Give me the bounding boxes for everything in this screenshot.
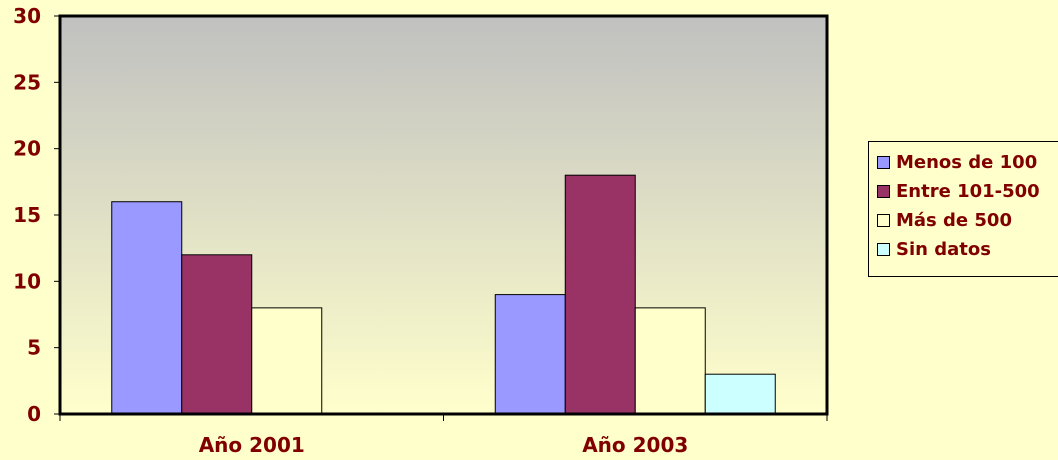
legend-label: Sin datos [896, 238, 991, 260]
y-tick-label: 5 [27, 336, 41, 360]
y-tick-label: 20 [13, 137, 41, 161]
x-category-label: Año 2001 [199, 433, 305, 457]
y-tick-label: 30 [13, 4, 41, 28]
bar-entre-101-500-0 [181, 254, 253, 415]
bar-menos-de-100-0 [111, 201, 183, 415]
x-category-label: Año 2003 [582, 433, 688, 457]
legend-label: Entre 101-500 [896, 180, 1040, 202]
legend-label: Menos de 100 [896, 151, 1038, 173]
legend-item: Menos de 100 [877, 150, 1037, 174]
legend-swatch [877, 155, 890, 169]
category-labels: Año 2001 Año 2003 [199, 433, 689, 457]
bars [60, 174, 827, 416]
y-tick-label: 0 [27, 402, 41, 426]
y-tick-label: 15 [13, 203, 41, 227]
legend-swatch [877, 184, 890, 198]
legend: Menos de 100 Entre 101-500 Más de 500 Sin d… [868, 141, 1058, 277]
legend-swatch [877, 213, 890, 227]
y-tick-label: 25 [13, 70, 41, 94]
bar-sin-datos-1 [704, 373, 776, 415]
y-tick-label: 10 [13, 269, 41, 293]
legend-item: Sin datos [877, 237, 991, 261]
bar-m-s-de-500-1 [634, 307, 706, 415]
legend-label: Más de 500 [896, 209, 1012, 231]
legend-item: Más de 500 [877, 208, 1012, 232]
legend-item: Entre 101-500 [877, 179, 1040, 203]
bar-menos-de-100-1 [494, 294, 566, 415]
bar-m-s-de-500-0 [251, 307, 323, 415]
legend-swatch [877, 242, 890, 256]
bar-entre-101-500-1 [564, 174, 636, 415]
y-axis: 0 5 10 15 20 25 30 [13, 4, 60, 426]
